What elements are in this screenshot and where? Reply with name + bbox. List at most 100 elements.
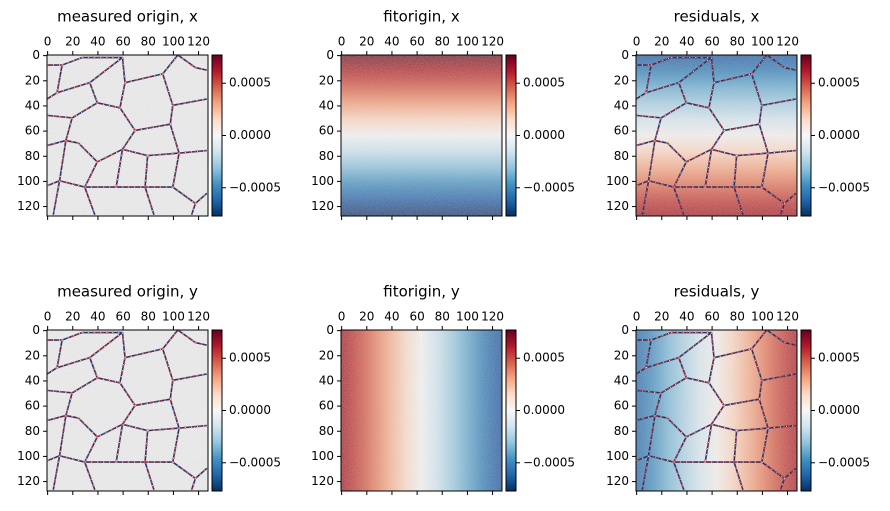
colorbar-tick-label: −0.0005 (523, 180, 575, 194)
grain-boundary (46, 114, 73, 119)
grain-boundary (761, 186, 785, 205)
grain-boundary (654, 415, 668, 419)
y-tick-label: 100 (17, 174, 40, 188)
grain-boundary (635, 114, 662, 119)
x-tick-label: 80 (435, 310, 450, 324)
x-tick-label: 60 (704, 35, 719, 49)
grain-boundary (758, 398, 769, 429)
grain-boundary (59, 455, 85, 463)
y-tick-label: 100 (311, 174, 334, 188)
x-tick-label: 60 (704, 310, 719, 324)
grain-boundary (635, 139, 656, 147)
grain-boundary (61, 331, 83, 341)
grain-boundary (147, 427, 180, 432)
x-tick-label: 100 (456, 35, 479, 49)
y-tick-label: 60 (614, 399, 629, 413)
grain-boundary (172, 98, 207, 107)
grain-boundary (172, 373, 207, 382)
colorbar-tick-label: 0.0005 (818, 351, 860, 365)
grain-boundary (178, 424, 207, 429)
grain-boundary (650, 56, 672, 66)
y-tick-label: 100 (311, 449, 334, 463)
colorbar-tick-label: 0.0005 (523, 76, 565, 90)
y-tick-label: 20 (25, 348, 40, 362)
heatmap-image (636, 55, 797, 216)
grain-boundary (59, 455, 85, 463)
grain-boundary (635, 92, 647, 100)
grain-boundary (761, 373, 796, 382)
y-tick-label: 20 (614, 348, 629, 362)
axes-frame (635, 329, 798, 492)
panel: measured origin, y0 20 40 60 80 100 1200204060… (17, 283, 281, 495)
x-tick-label: 120 (187, 35, 210, 49)
grain-boundary (59, 180, 85, 188)
colorbar-tick-label: 0.0000 (229, 128, 271, 142)
grain-boundary (779, 478, 786, 490)
grain-boundary (56, 356, 91, 369)
colorbar-tick-label: 0.0005 (818, 76, 860, 90)
colorbar-tick-label: 0.0005 (229, 76, 271, 90)
grain-boundary (654, 140, 668, 144)
y-tick-label: 100 (606, 449, 629, 463)
y-tick-label: 40 (319, 373, 334, 387)
y-tick-label: 80 (614, 424, 629, 438)
grain-boundary (673, 461, 685, 490)
panel-title: fitorigin, x (383, 8, 460, 26)
grain-boundary (169, 398, 180, 429)
grain-boundary (711, 423, 737, 432)
grain-boundary (635, 414, 656, 422)
grain-boundary (635, 389, 662, 394)
heatmap-image (341, 330, 502, 491)
grain-boundary (654, 117, 662, 141)
y-tick-label: 40 (25, 373, 40, 387)
grain-boundary (119, 357, 126, 383)
grain-boundary (96, 423, 123, 438)
y-tick-label: 120 (17, 474, 40, 488)
y-tick-label: 80 (25, 149, 40, 163)
y-tick-label: 80 (614, 149, 629, 163)
grain-boundary (710, 332, 715, 358)
grain-boundary (686, 102, 710, 109)
panel-title: measured origin, y (57, 283, 198, 301)
grain-boundary (736, 152, 769, 157)
y-tick-label: 20 (25, 73, 40, 87)
grain-boundary (736, 427, 769, 432)
x-tick-label: 100 (751, 35, 774, 49)
colorbar-tick-label: 0.0000 (818, 128, 860, 142)
grain-boundary (635, 389, 662, 394)
grain-boundary (641, 180, 650, 215)
grain-boundary (645, 81, 680, 94)
grain-boundary (46, 114, 73, 119)
grain-boundary (169, 123, 180, 154)
x-tick-label: 20 (359, 35, 374, 49)
x-tick-label: 40 (384, 35, 399, 49)
grain-boundary (115, 424, 123, 463)
grain-boundary (648, 415, 656, 456)
y-tick-label: 120 (606, 199, 629, 213)
grain-boundary (758, 123, 769, 154)
axes-frame (46, 54, 209, 217)
y-tick-label: 20 (319, 348, 334, 362)
grain-boundary (162, 329, 179, 350)
grain-boundary (645, 64, 652, 93)
grain-boundary (678, 357, 688, 379)
grain-boundary (766, 329, 785, 343)
grain-boundary (46, 389, 73, 394)
grain-boundary (708, 82, 715, 108)
heatmap-image (47, 330, 208, 491)
x-tick-label: 120 (187, 310, 210, 324)
colorbar-tick-label: 0.0000 (523, 403, 565, 417)
grain-boundary (122, 332, 126, 358)
y-tick-label: 40 (25, 98, 40, 112)
grain-boundary (122, 130, 136, 150)
grain-boundary (122, 423, 148, 432)
panel-title: residuals, y (674, 283, 760, 301)
colorbar-tick-label: 0.0000 (523, 128, 565, 142)
grain-boundary (56, 64, 63, 93)
grain-boundary (685, 423, 712, 438)
grain-boundary (89, 332, 123, 358)
grain-boundary (711, 332, 715, 358)
y-tick-label: 40 (614, 373, 629, 387)
grain-boundary (195, 66, 207, 71)
